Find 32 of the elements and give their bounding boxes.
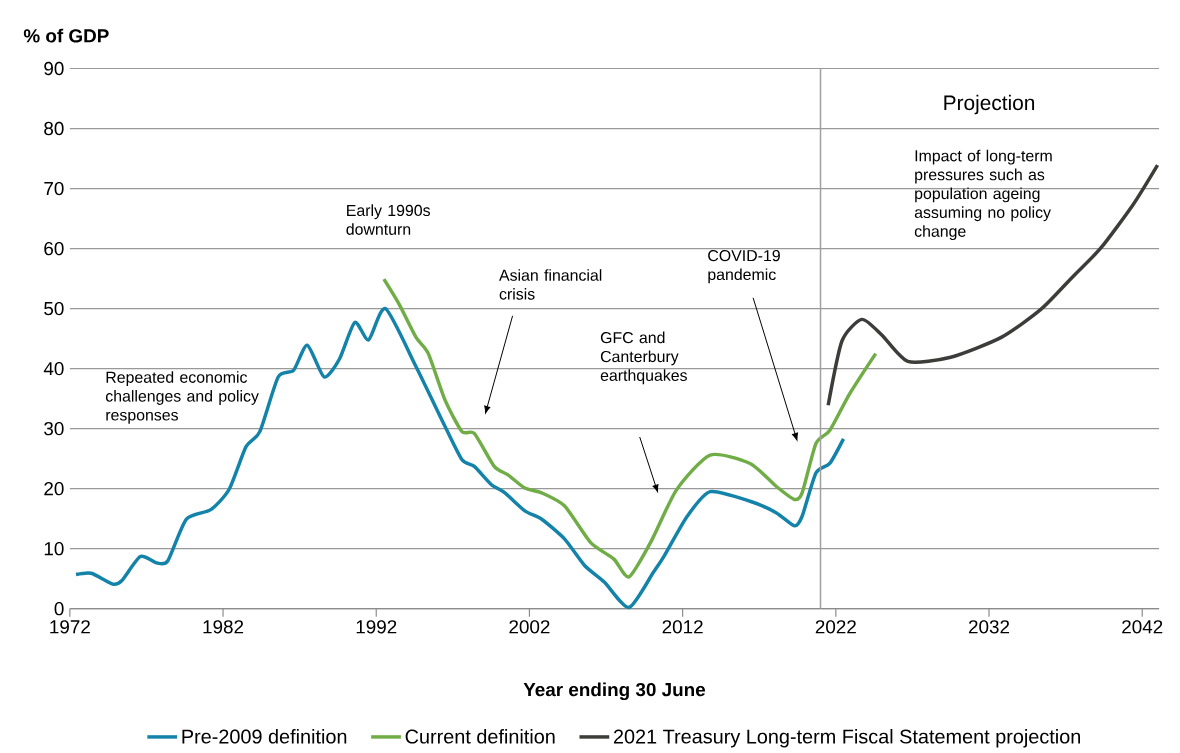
annotation: Projection <box>944 94 1035 115</box>
x-axis-title: Year ending 30 June <box>523 682 706 701</box>
y-tick-label: 70 <box>44 182 64 196</box>
line-series <box>74 307 846 610</box>
y-tick-label: 10 <box>44 542 64 556</box>
legend-label: 2021 Treasury Long-term Fiscal Statement projection <box>613 729 1080 748</box>
annotation: Repeated economic challenges and policy responses <box>105 371 259 424</box>
y-tick-label: 30 <box>44 422 64 436</box>
annotation: GFC and Canterbury earthquakes <box>600 331 687 385</box>
x-tick-label: 2012 <box>662 620 703 634</box>
x-tick-label: 1972 <box>50 620 90 634</box>
y-tick-label: 20 <box>44 482 64 496</box>
annotation: COVID-19 pandemic <box>708 250 780 284</box>
x-tick-label: 2042 <box>1122 620 1163 634</box>
y-tick-label: 90 <box>44 62 64 76</box>
y-tick-label: 40 <box>43 362 64 376</box>
y-tick-label: 50 <box>44 302 64 316</box>
legend-label: Current definition <box>405 729 555 744</box>
annotation: Asian financial crisis <box>499 269 602 300</box>
y-tick-label: 0 <box>54 602 64 616</box>
x-tick-label: 1992 <box>356 620 397 634</box>
y-axis-title: % of GDP <box>23 28 109 43</box>
annotation: Early 1990s downturn <box>346 204 430 236</box>
y-tick-label: 60 <box>44 242 64 256</box>
x-tick-label: 2022 <box>815 620 856 634</box>
x-tick-label: 1982 <box>203 620 244 634</box>
annotation: Impact of long-term pressures such as population ageing assuming no policy change <box>914 149 1052 241</box>
y-tick-label: 80 <box>44 122 64 136</box>
line-series <box>826 163 1160 408</box>
x-tick-label: 2002 <box>509 620 550 634</box>
x-tick-label: 2032 <box>969 620 1010 634</box>
legend-label: Pre-2009 definition <box>182 729 347 744</box>
